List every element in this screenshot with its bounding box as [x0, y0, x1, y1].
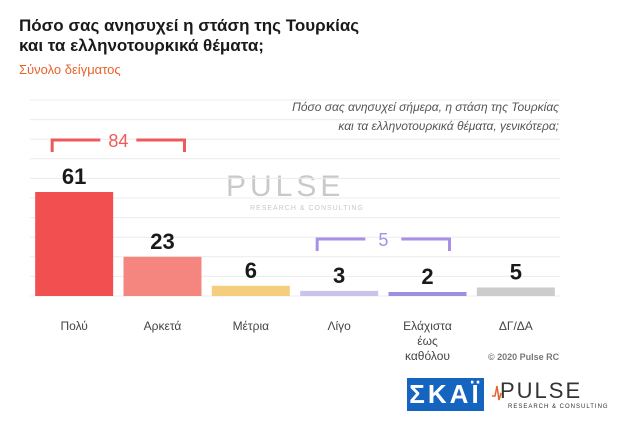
- bar-5: [477, 287, 555, 296]
- pulse-logo: PULSE: [500, 378, 582, 404]
- data-label-4: 2: [421, 264, 433, 289]
- group-bracket-right-1: [401, 239, 449, 251]
- group-bracket-left-0: [52, 140, 100, 152]
- data-label-2: 6: [245, 258, 257, 283]
- bar-4: [389, 292, 467, 296]
- bar-2: [212, 286, 290, 296]
- data-label-1: 23: [150, 229, 174, 254]
- category-label-4: καθόλου: [405, 349, 450, 363]
- pulse-logo-sub: RESEARCH & CONSULTING: [508, 404, 609, 410]
- group-label-1: 5: [378, 230, 388, 250]
- category-label-0: Πολύ: [60, 319, 87, 333]
- category-label-3: Λίγο: [327, 319, 351, 333]
- category-label-5: ΔΓ/ΔΑ: [499, 319, 533, 333]
- category-label-4: Ελάχιστα: [403, 319, 452, 333]
- copyright: © 2020 Pulse RC: [488, 352, 559, 362]
- bar-chart: 61 Πολύ 23 Αρκετά 6 Μέτρια 3 Λίγο 2 Ελάχισταέωςκα…: [0, 0, 639, 438]
- group-label-0: 84: [108, 131, 128, 151]
- skai-logo: ΣΚΑΪ: [407, 378, 484, 411]
- bar-3: [300, 291, 378, 296]
- group-bracket-left-1: [317, 239, 365, 251]
- data-label-0: 61: [62, 164, 86, 189]
- category-label-2: Μέτρια: [233, 319, 270, 333]
- category-label-4: έως: [417, 334, 438, 348]
- group-bracket-right-0: [136, 140, 184, 152]
- data-label-5: 5: [510, 259, 522, 284]
- category-label-1: Αρκετά: [144, 319, 182, 333]
- data-label-3: 3: [333, 263, 345, 288]
- bar-1: [124, 257, 202, 296]
- bar-0: [35, 192, 113, 296]
